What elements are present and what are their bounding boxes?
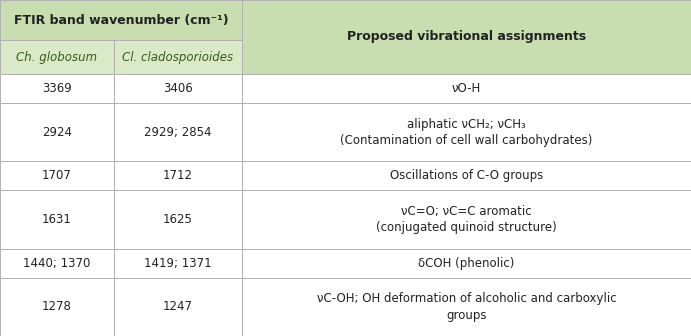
Text: 1440; 1370: 1440; 1370 <box>23 257 91 270</box>
Text: Proposed vibrational assignments: Proposed vibrational assignments <box>347 31 586 43</box>
Bar <box>0 191 114 249</box>
Bar <box>242 278 691 336</box>
Bar <box>0 74 114 103</box>
Bar <box>242 249 691 278</box>
Bar <box>242 103 691 161</box>
Text: Cl. cladosporioides: Cl. cladosporioides <box>122 51 234 64</box>
Bar <box>114 74 242 103</box>
Bar <box>114 278 242 336</box>
Text: 1712: 1712 <box>163 169 193 182</box>
Text: 1625: 1625 <box>163 213 193 226</box>
Text: 1707: 1707 <box>42 169 72 182</box>
Text: 2924: 2924 <box>42 126 72 139</box>
Bar <box>0 249 114 278</box>
Bar <box>0 278 114 336</box>
Text: FTIR band wavenumber (cm⁻¹): FTIR band wavenumber (cm⁻¹) <box>14 14 228 27</box>
Text: groups: groups <box>446 308 486 322</box>
Text: 1278: 1278 <box>42 300 72 313</box>
Bar <box>242 191 691 249</box>
Bar <box>0 161 114 191</box>
Bar <box>114 249 242 278</box>
Text: Ch. globosum: Ch. globosum <box>17 51 97 64</box>
Bar <box>0 0 242 40</box>
Text: (Contamination of cell wall carbohydrates): (Contamination of cell wall carbohydrate… <box>340 134 593 147</box>
Bar <box>114 191 242 249</box>
Text: 2929; 2854: 2929; 2854 <box>144 126 211 139</box>
Text: 3406: 3406 <box>163 82 193 95</box>
Text: Oscillations of C-O groups: Oscillations of C-O groups <box>390 169 543 182</box>
Text: 1631: 1631 <box>42 213 72 226</box>
Text: νC-OH; OH deformation of alcoholic and carboxylic: νC-OH; OH deformation of alcoholic and c… <box>316 292 616 305</box>
Bar <box>0 40 114 74</box>
Bar <box>114 161 242 191</box>
Bar <box>242 74 691 103</box>
Text: aliphatic νCH₂; νCH₃: aliphatic νCH₂; νCH₃ <box>407 118 526 130</box>
Bar <box>114 40 242 74</box>
Bar <box>242 0 691 74</box>
Text: (conjugated quinoid structure): (conjugated quinoid structure) <box>376 221 557 234</box>
Text: 1419; 1371: 1419; 1371 <box>144 257 211 270</box>
Text: δCOH (phenolic): δCOH (phenolic) <box>418 257 515 270</box>
Text: νC=O; νC=C aromatic: νC=O; νC=C aromatic <box>401 205 532 218</box>
Bar <box>114 103 242 161</box>
Text: 1247: 1247 <box>163 300 193 313</box>
Bar <box>0 103 114 161</box>
Text: 3369: 3369 <box>42 82 72 95</box>
Bar <box>242 161 691 191</box>
Text: νO-H: νO-H <box>452 82 481 95</box>
